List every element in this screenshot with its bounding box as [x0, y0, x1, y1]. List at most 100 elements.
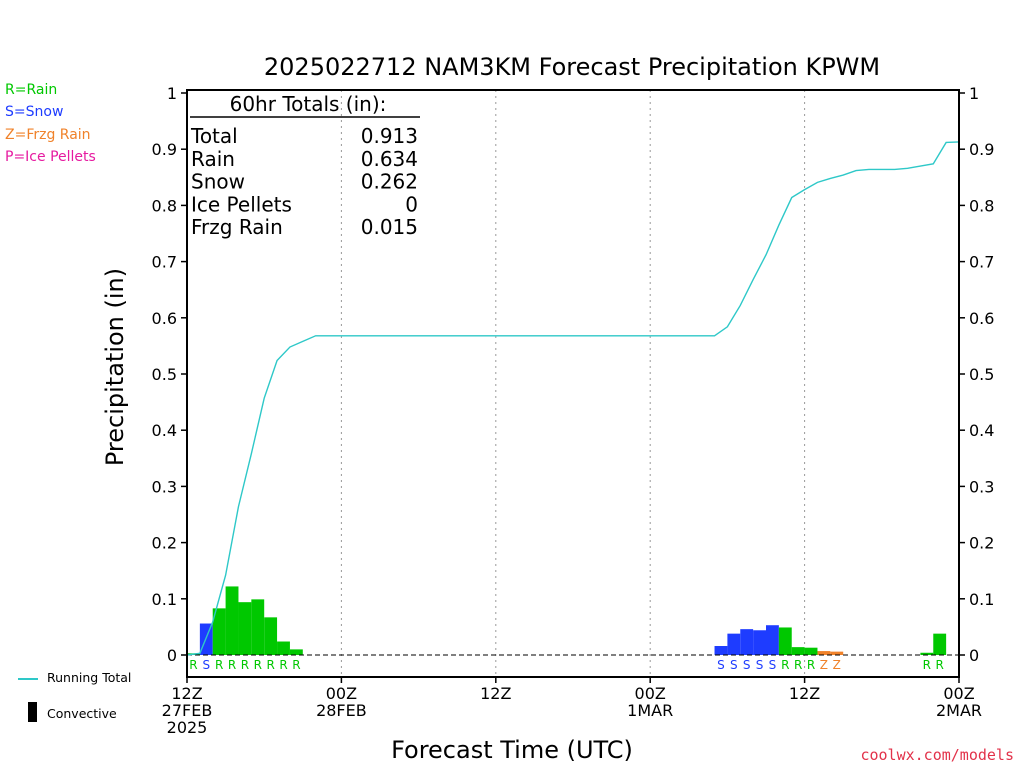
- precip-type-letter: R: [215, 658, 223, 672]
- y-tick-label-left: 0.4: [152, 421, 177, 440]
- precip-type-letter: R: [189, 658, 197, 672]
- y-tick-label-right: 0.3: [969, 477, 994, 496]
- y-tick-label-left: 0: [167, 646, 177, 665]
- precip-type-letter: R: [279, 658, 287, 672]
- y-tick-label-right: 0.8: [969, 196, 994, 215]
- plot-frame: [186, 89, 960, 678]
- precip-bar: [225, 586, 239, 655]
- legend-ice-pellets: P=Ice Pellets: [5, 149, 96, 165]
- precip-bar: [791, 647, 805, 655]
- precip-bar: [817, 651, 831, 655]
- totals-row-value: 0.913: [361, 124, 418, 148]
- precip-bar: [740, 629, 754, 655]
- y-tick-label-right: 0.9: [969, 140, 994, 159]
- precip-type-letter: S: [202, 658, 210, 672]
- precip-type-letter: Z: [820, 658, 828, 672]
- precip-bar: [212, 608, 226, 655]
- x-tick-label: 2025: [167, 718, 208, 737]
- precip-type-letter: R: [241, 658, 249, 672]
- y-axis-label: Precipitation (in): [101, 268, 129, 466]
- precip-type-letter: S: [756, 658, 764, 672]
- y-tick-label-left: 0.6: [152, 309, 177, 328]
- totals-row-label: Snow: [191, 170, 245, 194]
- convective-label: Convective: [47, 706, 117, 721]
- precip-bars: [187, 586, 947, 655]
- y-tick-label-left: 0.9: [152, 140, 177, 159]
- precip-bar: [238, 602, 252, 655]
- precip-type-letter: S: [769, 658, 777, 672]
- totals-box: 60hr Totals (in): Total 0.913 Rain 0.634 Sno…: [190, 92, 420, 239]
- y-tick-label-right: 0.2: [969, 534, 994, 553]
- precip-type-letter: S: [730, 658, 738, 672]
- precip-type-letter: R: [936, 658, 944, 672]
- credit-link[interactable]: coolwx.com/models: [860, 746, 1014, 764]
- gridlines: [340, 90, 806, 677]
- chart-title: 2025022712 NAM3KM Forecast Precipitation…: [264, 53, 880, 81]
- precip-type-letter: R: [807, 658, 815, 672]
- y-tick-label-right: 1: [969, 84, 979, 103]
- totals-row-label: Rain: [191, 147, 235, 171]
- x-tick-label: 12Z: [480, 684, 511, 703]
- precip-bar: [289, 649, 303, 655]
- precip-type-letter: R: [228, 658, 236, 672]
- precip-bar: [766, 625, 779, 655]
- y-tick-label-right: 0: [969, 646, 979, 665]
- precip-bar: [277, 641, 290, 655]
- totals-row-value: 0.262: [361, 170, 418, 194]
- precip-type-letter: R: [266, 658, 274, 672]
- x-tick-label: 12Z: [789, 684, 820, 703]
- x-tick-label: 12Z: [171, 684, 202, 703]
- precip-bar: [264, 617, 278, 655]
- precip-type-letter: R: [292, 658, 300, 672]
- totals-row-value: 0: [405, 192, 418, 216]
- precip-bar: [804, 647, 818, 655]
- x-tick-label: 00Z: [326, 684, 357, 703]
- precip-type-letter: Z: [833, 658, 841, 672]
- y-tick-label-left: 0.7: [152, 253, 177, 272]
- precip-bar: [830, 651, 844, 655]
- axes: 0 0 0.1 0.1 0.2 0.2 0.3 0.3 0.4 0.4 0.5 0.5 0.6 0.6 0.…: [152, 84, 995, 737]
- x-tick-label: 28FEB: [316, 701, 367, 720]
- precip-bar: [727, 633, 741, 655]
- precip-type-letter: S: [743, 658, 751, 672]
- precip-type-letter: S: [717, 658, 725, 672]
- precip-type-letter: R: [781, 658, 789, 672]
- convective-swatch: [28, 702, 37, 722]
- x-tick-label: 00Z: [943, 684, 974, 703]
- y-tick-label-left: 0.2: [152, 534, 177, 553]
- y-tick-label-right: 0.1: [969, 590, 994, 609]
- y-tick-label-left: 0.5: [152, 365, 177, 384]
- y-tick-label-left: 0.1: [152, 590, 177, 609]
- precip-bar: [251, 599, 265, 655]
- precip-type-letter: R: [254, 658, 262, 672]
- totals-header: 60hr Totals (in):: [230, 92, 387, 116]
- y-tick-label-left: 1: [167, 84, 177, 103]
- y-tick-label-right: 0.6: [969, 309, 994, 328]
- running-total-label: Running Total: [47, 670, 132, 685]
- y-tick-label-left: 0.8: [152, 196, 177, 215]
- x-tick-label: 2MAR: [936, 701, 982, 720]
- legend-freezing-rain: Z=Frzg Rain: [5, 127, 91, 143]
- totals-row-label: Ice Pellets: [191, 192, 292, 216]
- y-tick-label-right: 0.5: [969, 365, 994, 384]
- totals-row-value: 0.015: [361, 215, 418, 239]
- y-tick-label-left: 0.3: [152, 477, 177, 496]
- y-tick-label-right: 0.7: [969, 253, 994, 272]
- x-axis-label: Forecast Time (UTC): [391, 736, 633, 764]
- precip-bar: [933, 633, 947, 655]
- running-total-swatch: [18, 678, 38, 680]
- y-tick-label-right: 0.4: [969, 421, 994, 440]
- precip-bar: [714, 646, 728, 655]
- precip-bar: [778, 627, 792, 655]
- totals-row-label: Total: [190, 124, 238, 148]
- x-tick-label: 1MAR: [627, 701, 673, 720]
- precip-type-letter: R: [923, 658, 931, 672]
- totals-row-value: 0.634: [361, 147, 418, 171]
- x-tick-label: 27FEB: [162, 701, 213, 720]
- running-total-line: [186, 141, 960, 656]
- precip-bar: [753, 630, 766, 655]
- legend-rain: R=Rain: [5, 82, 58, 98]
- precip-type-letter: R: [794, 658, 802, 672]
- precip-bar: [920, 652, 934, 655]
